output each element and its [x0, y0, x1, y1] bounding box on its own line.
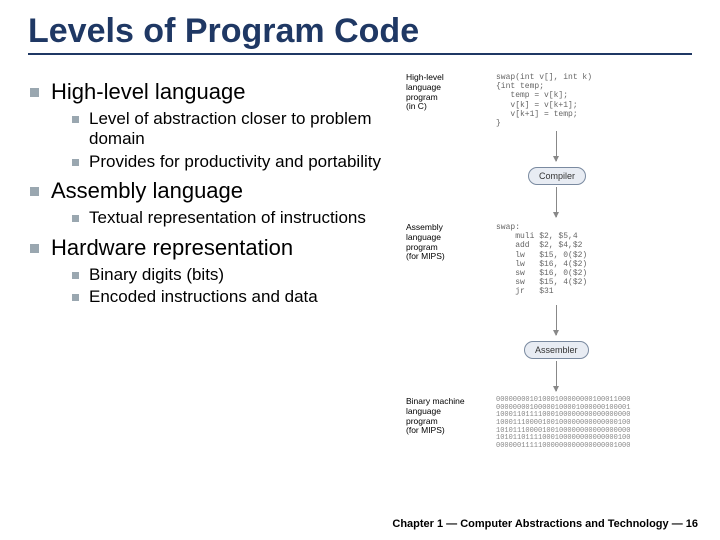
bullet-square-icon: [72, 159, 79, 166]
arrow-icon: [556, 131, 557, 161]
bullet-hll: High-level language: [30, 79, 398, 105]
bullet-square-icon: [72, 294, 79, 301]
bullet-square-icon: [30, 244, 39, 253]
bullet-text: High-level language: [51, 79, 245, 105]
label-asm: Assembly language program (for MIPS): [406, 223, 445, 262]
content-row: High-level language Level of abstraction…: [28, 73, 692, 540]
arrow-icon: [556, 187, 557, 217]
bullet-text: Level of abstraction closer to problem d…: [89, 109, 398, 150]
bullet-square-icon: [72, 272, 79, 279]
bullet-text: Assembly language: [51, 178, 243, 204]
bullet-square-icon: [30, 88, 39, 97]
bullet-text: Encoded instructions and data: [89, 287, 318, 307]
label-hll: High-level language program (in C): [406, 73, 444, 112]
compiler-box: Compiler: [528, 167, 586, 185]
bullet-hw-sub1: Binary digits (bits): [72, 265, 398, 285]
binary-code: 00000000101000100000000100011000 0000000…: [496, 397, 630, 451]
arrow-icon: [556, 305, 557, 335]
bullet-asm: Assembly language: [30, 178, 398, 204]
arrow-icon: [556, 361, 557, 391]
diagram-column: High-level language program (in C) swap(…: [406, 73, 692, 540]
bullet-square-icon: [30, 187, 39, 196]
bullet-asm-sub1: Textual representation of instructions: [72, 208, 398, 228]
slide: Levels of Program Code High-level langua…: [0, 0, 720, 540]
asm-code: swap: muli $2, $5,4 add $2, $4,$2 lw $15…: [496, 223, 587, 297]
bullet-text: Provides for productivity and portabilit…: [89, 152, 381, 172]
bullet-square-icon: [72, 116, 79, 123]
bullet-text: Textual representation of instructions: [89, 208, 366, 228]
slide-title: Levels of Program Code: [28, 12, 692, 55]
c-code: swap(int v[], int k) {int temp; temp = v…: [496, 73, 592, 128]
bullet-hll-sub1: Level of abstraction closer to problem d…: [72, 109, 398, 150]
bullet-square-icon: [72, 215, 79, 222]
bullet-text: Hardware representation: [51, 235, 293, 261]
label-bin: Binary machine language program (for MIP…: [406, 397, 465, 436]
bullet-text: Binary digits (bits): [89, 265, 224, 285]
bullet-hll-sub2: Provides for productivity and portabilit…: [72, 152, 398, 172]
slide-footer: Chapter 1 — Computer Abstractions and Te…: [392, 518, 698, 530]
bullet-hw-sub2: Encoded instructions and data: [72, 287, 398, 307]
bullet-column: High-level language Level of abstraction…: [28, 73, 398, 540]
bullet-hw: Hardware representation: [30, 235, 398, 261]
assembler-box: Assembler: [524, 341, 589, 359]
